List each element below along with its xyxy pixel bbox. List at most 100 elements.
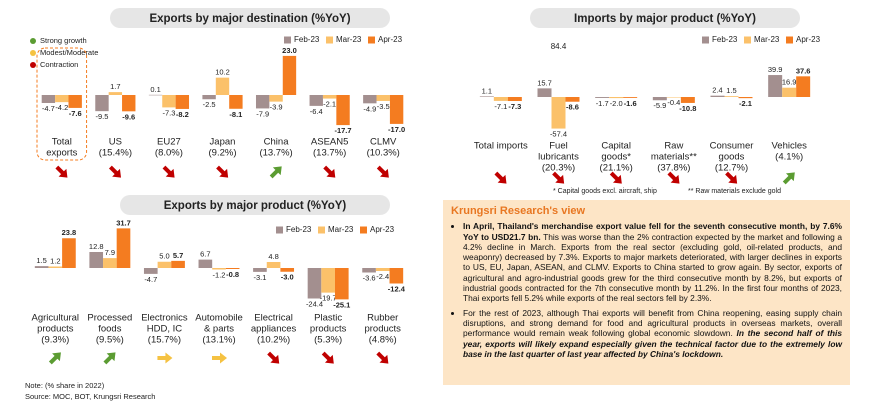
category-label: Total imports bbox=[474, 141, 528, 152]
category-label: (4.8%) bbox=[369, 335, 397, 346]
value-label: -5.9 bbox=[653, 101, 666, 110]
bar bbox=[322, 95, 337, 99]
value-label: -10.8 bbox=[679, 104, 696, 113]
category-label: appliances bbox=[251, 324, 297, 335]
value-label: -2.5 bbox=[203, 100, 216, 109]
annotation: 84.4 bbox=[551, 42, 567, 51]
category-label: Capital bbox=[601, 141, 631, 152]
value-label: 1.5 bbox=[726, 86, 736, 95]
bar bbox=[738, 97, 753, 99]
bar bbox=[212, 268, 226, 270]
trend-arrow bbox=[216, 165, 229, 178]
value-label: -0.8 bbox=[226, 270, 239, 279]
bar bbox=[321, 268, 335, 293]
legend-label: Apr-23 bbox=[378, 35, 403, 44]
value-label: -3.6 bbox=[363, 273, 376, 282]
category-label: (37.8%) bbox=[657, 163, 690, 174]
bar bbox=[62, 238, 76, 268]
bar bbox=[334, 268, 349, 300]
legend-label: Mar-23 bbox=[336, 35, 362, 44]
value-label: 2.4 bbox=[712, 86, 722, 95]
category-label: (20.3%) bbox=[542, 163, 575, 174]
value-label: 39.9 bbox=[768, 65, 783, 74]
bar bbox=[652, 97, 667, 101]
highlight-box bbox=[36, 47, 88, 161]
title-pill bbox=[530, 8, 800, 28]
category-label: Fuel bbox=[549, 141, 567, 152]
value-label: 7.9 bbox=[105, 248, 115, 257]
view-text: This was worse than the 2% contraction e… bbox=[463, 231, 842, 304]
bar bbox=[266, 262, 281, 268]
value-label: -3.9 bbox=[270, 103, 283, 112]
bar bbox=[537, 88, 552, 97]
note: Note: (% share in 2022) bbox=[25, 381, 105, 390]
bar bbox=[122, 95, 136, 112]
trend-arrow bbox=[269, 166, 282, 179]
category-label: Agricultural bbox=[32, 313, 80, 324]
category-label: (12.7%) bbox=[715, 163, 748, 174]
bar bbox=[609, 97, 624, 99]
category-label: ASEAN5 bbox=[311, 137, 349, 148]
category-label: EU27 bbox=[157, 137, 181, 148]
bar bbox=[68, 95, 82, 108]
legend-swatch bbox=[702, 36, 709, 44]
value-label: -3.5 bbox=[377, 102, 390, 111]
value-label: -19.7 bbox=[320, 294, 337, 303]
bar bbox=[551, 97, 566, 129]
category-label: Processed bbox=[87, 313, 132, 324]
view-title: Krungsri Research's view bbox=[451, 205, 586, 217]
legend-swatch bbox=[326, 36, 333, 44]
value-label: -4.7 bbox=[144, 275, 157, 284]
value-label: 16.9 bbox=[782, 78, 797, 87]
legend-label: Apr-23 bbox=[370, 225, 395, 234]
bar bbox=[225, 268, 240, 269]
trend-arrow bbox=[48, 352, 61, 365]
category-label: (9.2%) bbox=[209, 148, 237, 159]
bar bbox=[307, 268, 322, 299]
category-label: (21.1%) bbox=[600, 163, 633, 174]
value-label: -57.4 bbox=[550, 130, 567, 139]
bar bbox=[171, 260, 185, 268]
value-label: -7.6 bbox=[69, 109, 82, 118]
legend-label: Feb-23 bbox=[294, 35, 320, 44]
view-panel: Krungsri Research's view In April, Thail… bbox=[443, 200, 850, 385]
value-label: -8.2 bbox=[176, 110, 189, 119]
bar bbox=[229, 95, 243, 109]
category-label: Plastic bbox=[314, 313, 342, 324]
category-label: HDD, IC bbox=[147, 324, 183, 335]
bar bbox=[363, 95, 377, 104]
bar bbox=[55, 95, 69, 103]
trend-arrow bbox=[552, 171, 565, 184]
bar bbox=[215, 77, 230, 95]
trend-arrow bbox=[162, 165, 175, 178]
legend-swatch bbox=[786, 36, 793, 44]
category-label: CLMV bbox=[370, 137, 397, 148]
category-label: (15.7%) bbox=[148, 335, 181, 346]
bar bbox=[34, 266, 49, 268]
trend-arrow bbox=[55, 165, 68, 178]
bar bbox=[309, 95, 323, 106]
category-label: Total bbox=[52, 137, 72, 148]
category-label: Japan bbox=[210, 137, 236, 148]
legend-label: Mar-23 bbox=[328, 225, 354, 234]
value-label: -3.1 bbox=[253, 273, 266, 282]
legend-swatch bbox=[360, 226, 367, 234]
trend-arrow bbox=[212, 352, 227, 364]
value-label: -17.0 bbox=[388, 125, 405, 134]
bar bbox=[710, 95, 725, 97]
category-label: lubricants bbox=[538, 152, 579, 163]
chart-title: Exports by major product (%YoY) bbox=[164, 200, 347, 212]
category-label: foods bbox=[98, 324, 121, 335]
trend-arrow bbox=[725, 171, 738, 184]
bar bbox=[143, 268, 158, 274]
trend-arrow bbox=[609, 171, 622, 184]
bar bbox=[565, 97, 580, 102]
category-label: (10.3%) bbox=[367, 148, 400, 159]
category-label: goods* bbox=[601, 152, 631, 163]
trend-arrow bbox=[782, 172, 795, 185]
bar bbox=[389, 268, 404, 284]
legend-swatch bbox=[368, 36, 375, 44]
bar bbox=[493, 97, 508, 101]
